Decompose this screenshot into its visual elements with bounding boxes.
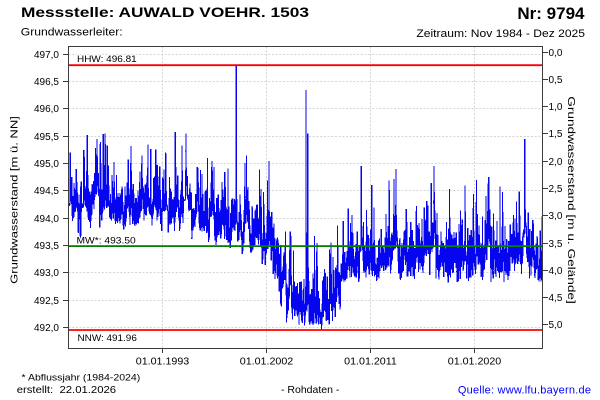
svg-text:Grundwasserstand [m ü. NN]: Grundwasserstand [m ü. NN] <box>8 116 20 284</box>
svg-text:493,0: 493,0 <box>34 268 59 279</box>
svg-text:Zeitraum: Nov 1984 - Dez 2025: Zeitraum: Nov 1984 - Dez 2025 <box>416 28 585 39</box>
svg-text:Messstelle: AUWALD VOEHR. 1503: Messstelle: AUWALD VOEHR. 1503 <box>21 6 309 21</box>
svg-text:497,0: 497,0 <box>34 50 59 61</box>
svg-text:2,5: 2,5 <box>549 184 563 195</box>
svg-text:492,0: 492,0 <box>34 323 59 334</box>
svg-text:4,5: 4,5 <box>549 293 563 304</box>
svg-text:01.01.2020: 01.01.2020 <box>448 357 502 368</box>
svg-text:01.01.2011: 01.01.2011 <box>344 357 397 368</box>
svg-text:492,5: 492,5 <box>34 296 59 307</box>
svg-text:495,0: 495,0 <box>34 159 59 170</box>
svg-text:493,5: 493,5 <box>34 241 59 252</box>
svg-text:Grundwasserleiter:: Grundwasserleiter: <box>21 27 123 38</box>
svg-text:NNW: 491.96: NNW: 491.96 <box>78 333 137 344</box>
svg-text:01.01.2002: 01.01.2002 <box>240 357 294 368</box>
svg-text:Quelle: www.lfu.bayern.de: Quelle: www.lfu.bayern.de <box>458 384 591 396</box>
svg-text:494,5: 494,5 <box>34 186 59 197</box>
svg-text:3,0: 3,0 <box>549 211 563 222</box>
svg-text:01.01.1993: 01.01.1993 <box>136 357 190 368</box>
svg-text:Nr: 9794: Nr: 9794 <box>517 4 585 23</box>
svg-text:495,5: 495,5 <box>34 132 59 143</box>
svg-text:5,0: 5,0 <box>549 320 563 331</box>
svg-text:494,0: 494,0 <box>34 214 59 225</box>
svg-text:1,5: 1,5 <box>549 129 563 140</box>
svg-text:2,0: 2,0 <box>549 157 563 168</box>
svg-text:4,0: 4,0 <box>549 266 563 277</box>
svg-text:* Abflussjahr (1984-2024): * Abflussjahr (1984-2024) <box>22 373 141 383</box>
svg-text:0,5: 0,5 <box>549 75 563 86</box>
svg-text:- Rohdaten -: - Rohdaten - <box>281 384 340 396</box>
svg-text:1,0: 1,0 <box>549 102 563 113</box>
svg-text:0,0: 0,0 <box>549 48 563 59</box>
svg-text:MW*: 493.50: MW*: 493.50 <box>77 236 137 247</box>
svg-text:Grundwasserstand [m u. Gelände: Grundwasserstand [m u. Gelände] <box>565 96 577 304</box>
svg-text:496,5: 496,5 <box>34 77 59 88</box>
svg-text:erstellt: 22.01.2026: erstellt: 22.01.2026 <box>17 385 116 396</box>
svg-text:3,5: 3,5 <box>549 239 563 250</box>
svg-text:HHW: 496.81: HHW: 496.81 <box>77 54 137 65</box>
svg-text:496,0: 496,0 <box>34 104 59 115</box>
